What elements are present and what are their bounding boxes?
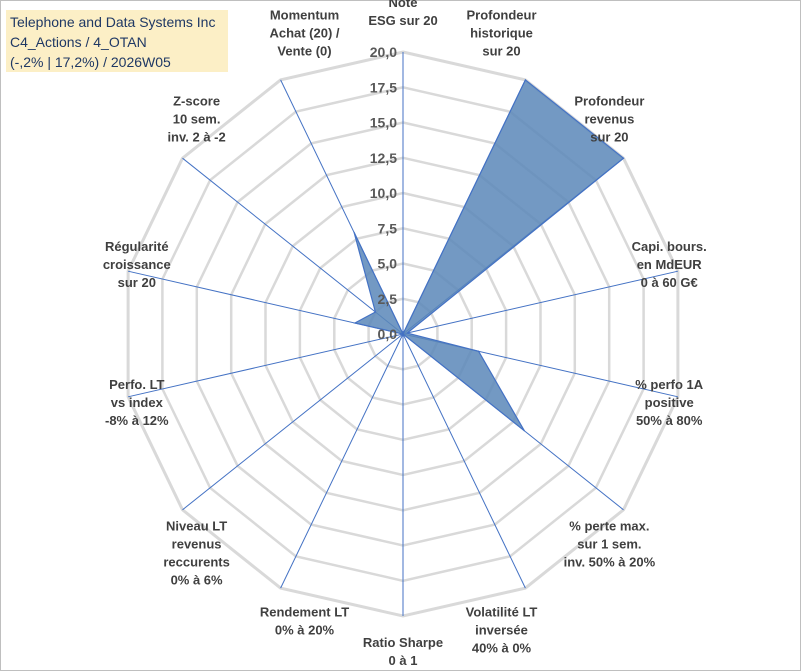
radar-axis-labels: Note ESG sur 20 Profondeur historique sur 20… [103, 0, 707, 668]
axis-label-5: % perte max. sur 1 sem. inv. 50% à 20% [564, 518, 656, 569]
axis-label-line: sur 20 [118, 275, 156, 290]
data-point-3 [406, 332, 408, 334]
data-point-1 [524, 79, 527, 81]
spoke-3 [402, 270, 679, 335]
data-point-2 [622, 157, 625, 159]
axis-label-line: revenus [172, 536, 222, 551]
axis-label-line: 40% à 0% [472, 640, 532, 655]
axis-label-line: Z-score [173, 94, 220, 109]
axis-label-line: ESG sur 20 [368, 13, 437, 28]
header-company-name: Telephone and Data Systems Inc [10, 14, 216, 30]
radar-series [353, 78, 625, 432]
tick-label-3: 7,5 [378, 220, 398, 236]
radar-tick-labels: 0,0 2,5 5,0 7,5 10,0 12,5 15,0 17,5 20,0 [370, 44, 397, 342]
axis-label-0: Note ESG sur 20 [368, 0, 437, 28]
axis-label-line: vs index [111, 395, 164, 410]
axis-label-line: 0 à 60 G€ [641, 275, 698, 290]
spoke-6 [402, 333, 526, 589]
header-category: C4_Actions / 4_OTAN [10, 34, 147, 50]
axis-label-2: Profondeur revenus sur 20 [574, 94, 644, 145]
axis-label-line: % perfo 1A [635, 377, 704, 392]
tick-label-4: 10,0 [370, 185, 397, 201]
axis-label-line: sur 20 [590, 130, 628, 145]
data-point-11 [354, 322, 356, 324]
axis-label-4: % perfo 1A positive 50% à 80% [635, 377, 704, 428]
tick-label-1: 2,5 [378, 291, 398, 307]
axis-label-line: 0 à 1 [389, 653, 418, 668]
tick-label-7: 17,5 [370, 79, 397, 95]
axis-label-line: Vente (0) [277, 44, 331, 59]
axis-label-line: sur 20 [482, 44, 520, 59]
axis-label-10: Perfo. LT vs index -8% à 12% [105, 377, 169, 428]
axis-label-1: Profondeur historique sur 20 [466, 8, 536, 59]
axis-label-line: Note [389, 0, 418, 10]
axis-label-line: 0% à 6% [171, 572, 223, 587]
data-point-5 [523, 430, 525, 432]
spoke-8 [280, 333, 404, 589]
tick-label-8: 20,0 [370, 44, 397, 60]
axis-label-line: Achat (20) / [269, 26, 339, 41]
tick-label-0: 0,0 [378, 326, 398, 342]
chart-header-box: Telephone and Data Systems Inc C4_Action… [6, 10, 228, 72]
spoke-10 [127, 333, 404, 398]
axis-label-line: inv. 2 à -2 [167, 130, 225, 145]
axis-label-line: Capi. bours. [632, 239, 707, 254]
axis-label-line: historique [470, 26, 533, 41]
tick-label-6: 15,0 [370, 115, 397, 131]
header-range-week: (-,2% | 17,2%) / 2026W05 [10, 54, 171, 70]
axis-label-line: inv. 50% à 20% [564, 554, 656, 569]
axis-label-line: Volatilité LT [466, 604, 538, 619]
axis-label-11: Régularité croissance sur 20 [103, 239, 171, 290]
axis-label-line: croissance [103, 257, 171, 272]
axis-label-line: Profondeur [466, 8, 536, 23]
axis-label-line: Ratio Sharpe [363, 635, 443, 650]
spoke-9 [182, 333, 404, 511]
axis-label-line: en MdEUR [637, 257, 703, 272]
axis-label-6: Volatilité LT inversée 40% à 0% [466, 604, 538, 655]
axis-label-7: Ratio Sharpe 0 à 1 [363, 635, 443, 668]
axis-label-line: Momentum [270, 8, 339, 23]
axis-label-line: Régularité [105, 239, 169, 254]
data-point-4 [478, 350, 480, 352]
axis-label-line: -8% à 12% [105, 413, 169, 428]
axis-label-line: inversée [475, 622, 528, 637]
axis-label-line: revenus [584, 112, 634, 127]
spoke-12 [182, 157, 404, 335]
tick-label-2: 5,0 [378, 256, 398, 272]
axis-label-line: Perfo. LT [109, 377, 164, 392]
axis-label-line: Profondeur [574, 94, 644, 109]
axis-label-12: Z-score 10 sem. inv. 2 à -2 [167, 94, 225, 145]
axis-label-line: reccurents [163, 554, 229, 569]
data-point-13 [353, 231, 355, 233]
axis-label-13: Momentum Achat (20) / Vente (0) [269, 8, 339, 59]
axis-label-line: 0% à 20% [275, 622, 335, 637]
axis-label-line: Niveau LT [166, 518, 227, 533]
data-point-12 [374, 311, 376, 313]
axis-label-line: 50% à 80% [636, 413, 703, 428]
axis-label-line: % perte max. [569, 518, 649, 533]
axis-label-3: Capi. bours. en MdEUR 0 à 60 G€ [632, 239, 707, 290]
tick-label-5: 12,5 [370, 150, 397, 166]
axis-label-9: Niveau LT revenus reccurents 0% à 6% [163, 518, 229, 587]
axis-label-line: Rendement LT [260, 604, 349, 619]
axis-label-8: Rendement LT 0% à 20% [260, 604, 349, 637]
data-point-10 [402, 333, 404, 335]
axis-label-line: sur 1 sem. [577, 536, 641, 551]
axis-label-line: 10 sem. [173, 112, 221, 127]
axis-label-line: positive [645, 395, 694, 410]
